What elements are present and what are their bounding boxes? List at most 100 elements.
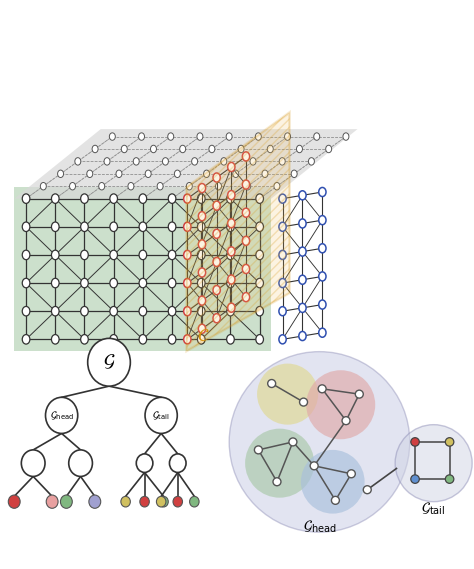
Circle shape xyxy=(301,450,365,514)
Circle shape xyxy=(145,170,151,178)
Circle shape xyxy=(22,250,30,259)
Circle shape xyxy=(139,222,146,232)
Circle shape xyxy=(168,307,176,316)
Circle shape xyxy=(110,307,118,316)
Circle shape xyxy=(279,158,285,165)
Circle shape xyxy=(198,212,206,221)
Circle shape xyxy=(52,278,59,288)
Circle shape xyxy=(347,470,356,478)
Circle shape xyxy=(110,250,118,259)
Circle shape xyxy=(216,183,221,190)
Circle shape xyxy=(198,222,205,232)
Circle shape xyxy=(227,194,234,203)
Circle shape xyxy=(279,335,286,344)
Polygon shape xyxy=(14,187,183,351)
Circle shape xyxy=(314,133,319,141)
Circle shape xyxy=(242,265,250,274)
Circle shape xyxy=(245,428,314,498)
Circle shape xyxy=(46,397,78,434)
Circle shape xyxy=(255,446,263,454)
Circle shape xyxy=(145,397,177,434)
Circle shape xyxy=(70,183,75,190)
Circle shape xyxy=(140,496,149,507)
Circle shape xyxy=(198,250,205,259)
Circle shape xyxy=(128,183,134,190)
Circle shape xyxy=(52,307,59,316)
Circle shape xyxy=(306,370,375,439)
Text: $\mathcal{G}_{\mathrm{tail}}$: $\mathcal{G}_{\mathrm{tail}}$ xyxy=(421,500,446,517)
Circle shape xyxy=(446,475,454,483)
Circle shape xyxy=(256,194,264,203)
Circle shape xyxy=(279,307,286,316)
Circle shape xyxy=(227,307,234,316)
Circle shape xyxy=(180,145,186,152)
Circle shape xyxy=(61,495,72,508)
Circle shape xyxy=(183,194,191,203)
Circle shape xyxy=(213,173,220,182)
Circle shape xyxy=(319,187,326,196)
Circle shape xyxy=(245,183,251,190)
Circle shape xyxy=(87,170,93,178)
Circle shape xyxy=(198,278,205,288)
Circle shape xyxy=(209,145,215,152)
Circle shape xyxy=(331,496,339,504)
Circle shape xyxy=(21,450,45,476)
Circle shape xyxy=(228,247,235,256)
Circle shape xyxy=(228,191,235,200)
Circle shape xyxy=(198,307,205,316)
Circle shape xyxy=(99,183,105,190)
Circle shape xyxy=(279,250,286,259)
Circle shape xyxy=(262,170,268,178)
Circle shape xyxy=(198,296,206,305)
Circle shape xyxy=(150,145,156,152)
Circle shape xyxy=(88,339,130,386)
Circle shape xyxy=(183,307,191,316)
Circle shape xyxy=(227,278,234,288)
Circle shape xyxy=(411,475,419,483)
Circle shape xyxy=(198,335,205,344)
Circle shape xyxy=(22,222,30,232)
Circle shape xyxy=(168,250,176,259)
Circle shape xyxy=(22,194,30,203)
Circle shape xyxy=(226,133,232,141)
Circle shape xyxy=(133,158,139,165)
Circle shape xyxy=(297,145,302,152)
Circle shape xyxy=(299,303,306,312)
Circle shape xyxy=(168,133,173,141)
Circle shape xyxy=(228,218,235,228)
Circle shape xyxy=(268,380,276,387)
Circle shape xyxy=(411,438,419,446)
Circle shape xyxy=(238,145,244,152)
Circle shape xyxy=(198,184,206,193)
Polygon shape xyxy=(172,187,271,351)
Circle shape xyxy=(22,307,30,316)
Circle shape xyxy=(81,307,88,316)
Circle shape xyxy=(289,438,297,446)
Circle shape xyxy=(227,250,234,259)
Circle shape xyxy=(170,454,186,472)
Circle shape xyxy=(168,222,176,232)
Circle shape xyxy=(116,170,122,178)
Circle shape xyxy=(183,222,191,232)
Circle shape xyxy=(242,292,250,302)
Circle shape xyxy=(81,250,88,259)
Circle shape xyxy=(104,158,110,165)
Text: $\mathcal{C}$: $\mathcal{C}$ xyxy=(197,327,209,345)
Circle shape xyxy=(213,257,220,266)
Circle shape xyxy=(242,236,250,245)
Circle shape xyxy=(279,222,286,232)
Circle shape xyxy=(121,496,130,507)
Circle shape xyxy=(319,216,326,225)
Circle shape xyxy=(279,278,286,287)
Circle shape xyxy=(198,194,205,203)
Circle shape xyxy=(81,278,88,288)
Circle shape xyxy=(256,335,264,344)
Circle shape xyxy=(363,486,371,494)
Circle shape xyxy=(121,145,127,152)
Circle shape xyxy=(446,438,454,446)
Circle shape xyxy=(139,250,146,259)
Circle shape xyxy=(274,183,280,190)
Circle shape xyxy=(69,450,92,476)
Circle shape xyxy=(256,222,264,232)
Circle shape xyxy=(228,275,235,284)
